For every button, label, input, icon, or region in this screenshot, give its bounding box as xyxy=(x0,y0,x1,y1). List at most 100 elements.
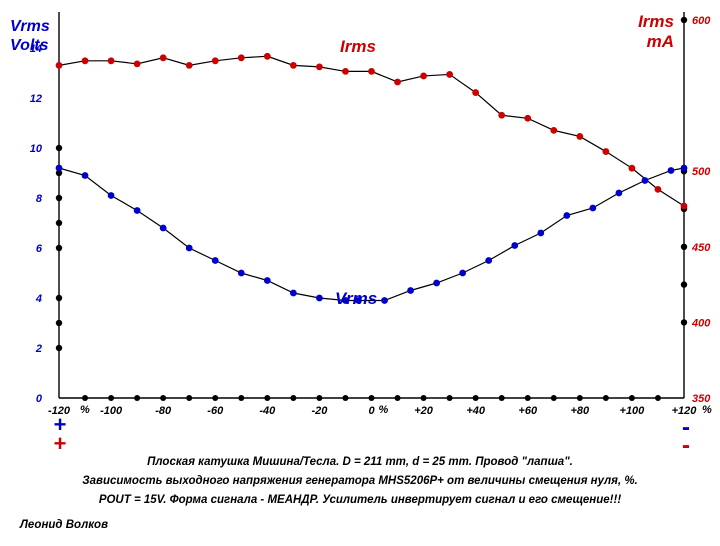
x-tick-label: +60 xyxy=(518,405,538,417)
vrms-point xyxy=(615,189,623,197)
right-tick-label: 450 xyxy=(691,242,711,254)
x-axis-dot xyxy=(550,395,557,401)
plus-mark-blue: + xyxy=(54,412,67,437)
minus-mark-blue: - xyxy=(682,414,690,441)
vrms-point xyxy=(641,177,649,184)
x-axis-dot xyxy=(472,395,479,401)
vrms-point xyxy=(107,192,115,199)
vrms-point xyxy=(159,224,167,232)
irms-point xyxy=(628,164,636,172)
right-axis-dot xyxy=(680,16,688,24)
x-axis-dot xyxy=(160,395,167,401)
left-tick-label: 4 xyxy=(35,293,42,305)
x-axis-dot xyxy=(602,395,609,401)
irms-point xyxy=(550,126,558,134)
irms-point xyxy=(394,78,401,86)
x-tick-label: -100 xyxy=(100,405,123,417)
right-tick-label: 500 xyxy=(692,166,711,178)
irms-point xyxy=(524,114,532,122)
x-tick-label: -20 xyxy=(311,405,328,417)
vrms-point xyxy=(433,279,441,287)
vrms-point xyxy=(589,204,597,212)
left-tick-label: 6 xyxy=(36,243,43,255)
irms-point xyxy=(446,71,454,78)
right-axis-dot xyxy=(680,319,688,326)
right-tick-label: 600 xyxy=(692,15,711,27)
irms-series xyxy=(55,52,688,210)
irms-point xyxy=(289,61,297,69)
irms-line xyxy=(58,55,685,207)
right-axis-title: mA xyxy=(647,32,674,51)
irms-point xyxy=(81,57,89,65)
left-axis-dot xyxy=(55,294,63,302)
vrms-point xyxy=(459,269,467,277)
axes xyxy=(55,12,688,401)
x-axis-dot xyxy=(290,395,297,401)
x-tick-label: 0 xyxy=(368,405,375,417)
right-tick-label: 400 xyxy=(691,317,711,329)
irms-point xyxy=(576,133,584,140)
x-tick-label: +20 xyxy=(414,405,434,417)
left-axis-dot xyxy=(55,319,63,327)
vrms-point xyxy=(211,257,219,264)
vrms-point xyxy=(485,257,493,264)
x-axis-dot xyxy=(238,395,245,401)
left-tick-label: 10 xyxy=(30,143,43,155)
vrms-point xyxy=(316,294,323,302)
x-axis-dot xyxy=(342,395,349,401)
x-tick-label: -120 xyxy=(48,405,71,417)
x-axis-dot xyxy=(264,395,271,401)
x-tick-label: -40 xyxy=(259,405,276,417)
x-tick-label: +40 xyxy=(466,405,486,417)
irms-point xyxy=(107,57,115,65)
irms-point xyxy=(680,202,688,210)
plus-mark-red: + xyxy=(54,431,67,456)
irms-point xyxy=(237,54,245,62)
vrms-point xyxy=(55,164,63,172)
irms-point xyxy=(316,63,323,71)
vrms-point xyxy=(355,297,362,304)
author: Леонид Волков xyxy=(20,519,109,531)
left-axis-dot xyxy=(55,169,63,177)
x-axis-dot xyxy=(628,395,635,401)
x-tick-label: +120 xyxy=(672,405,698,417)
x-unit-label: % xyxy=(379,404,389,416)
vrms-point xyxy=(237,269,245,277)
x-axis-dot xyxy=(82,395,89,401)
vrms-point xyxy=(185,244,193,252)
left-tick-label: 12 xyxy=(30,93,42,105)
irms-point xyxy=(472,89,480,96)
irms-point xyxy=(185,61,193,69)
left-tick-label: 14 xyxy=(30,43,42,55)
x-tick-label: -60 xyxy=(207,405,224,417)
irms-point xyxy=(602,148,610,155)
irms-point xyxy=(55,61,63,69)
x-axis-dot xyxy=(368,395,375,401)
x-tick-label: -80 xyxy=(155,405,172,417)
vrms-point xyxy=(511,242,519,249)
irms-point xyxy=(368,68,375,75)
x-axis-dot xyxy=(212,395,219,401)
vrms-point xyxy=(289,289,297,297)
left-axis-title: Volts xyxy=(10,37,49,54)
caption-line-2: Зависимость выходного напряжения генерат… xyxy=(82,475,638,487)
vrms-point xyxy=(407,287,414,294)
vrms-point xyxy=(81,172,89,179)
right-axis-dot xyxy=(680,243,688,250)
x-axis-dot xyxy=(186,395,193,401)
x-axis-dot xyxy=(316,395,323,401)
left-axis-dot xyxy=(55,219,63,227)
x-unit-label: % xyxy=(702,404,712,416)
irms-point xyxy=(133,60,141,68)
irms-point xyxy=(159,54,167,62)
vrms-point xyxy=(680,164,688,172)
vrms-series xyxy=(55,164,688,304)
irms-point xyxy=(420,72,427,80)
vrms-point xyxy=(667,167,675,174)
x-axis-dot xyxy=(446,395,453,401)
vrms-line xyxy=(58,167,685,302)
x-axis-dot xyxy=(134,395,141,401)
irms-point xyxy=(342,68,349,75)
left-axis-dot xyxy=(55,344,63,352)
right-tick-label: 350 xyxy=(692,393,711,405)
